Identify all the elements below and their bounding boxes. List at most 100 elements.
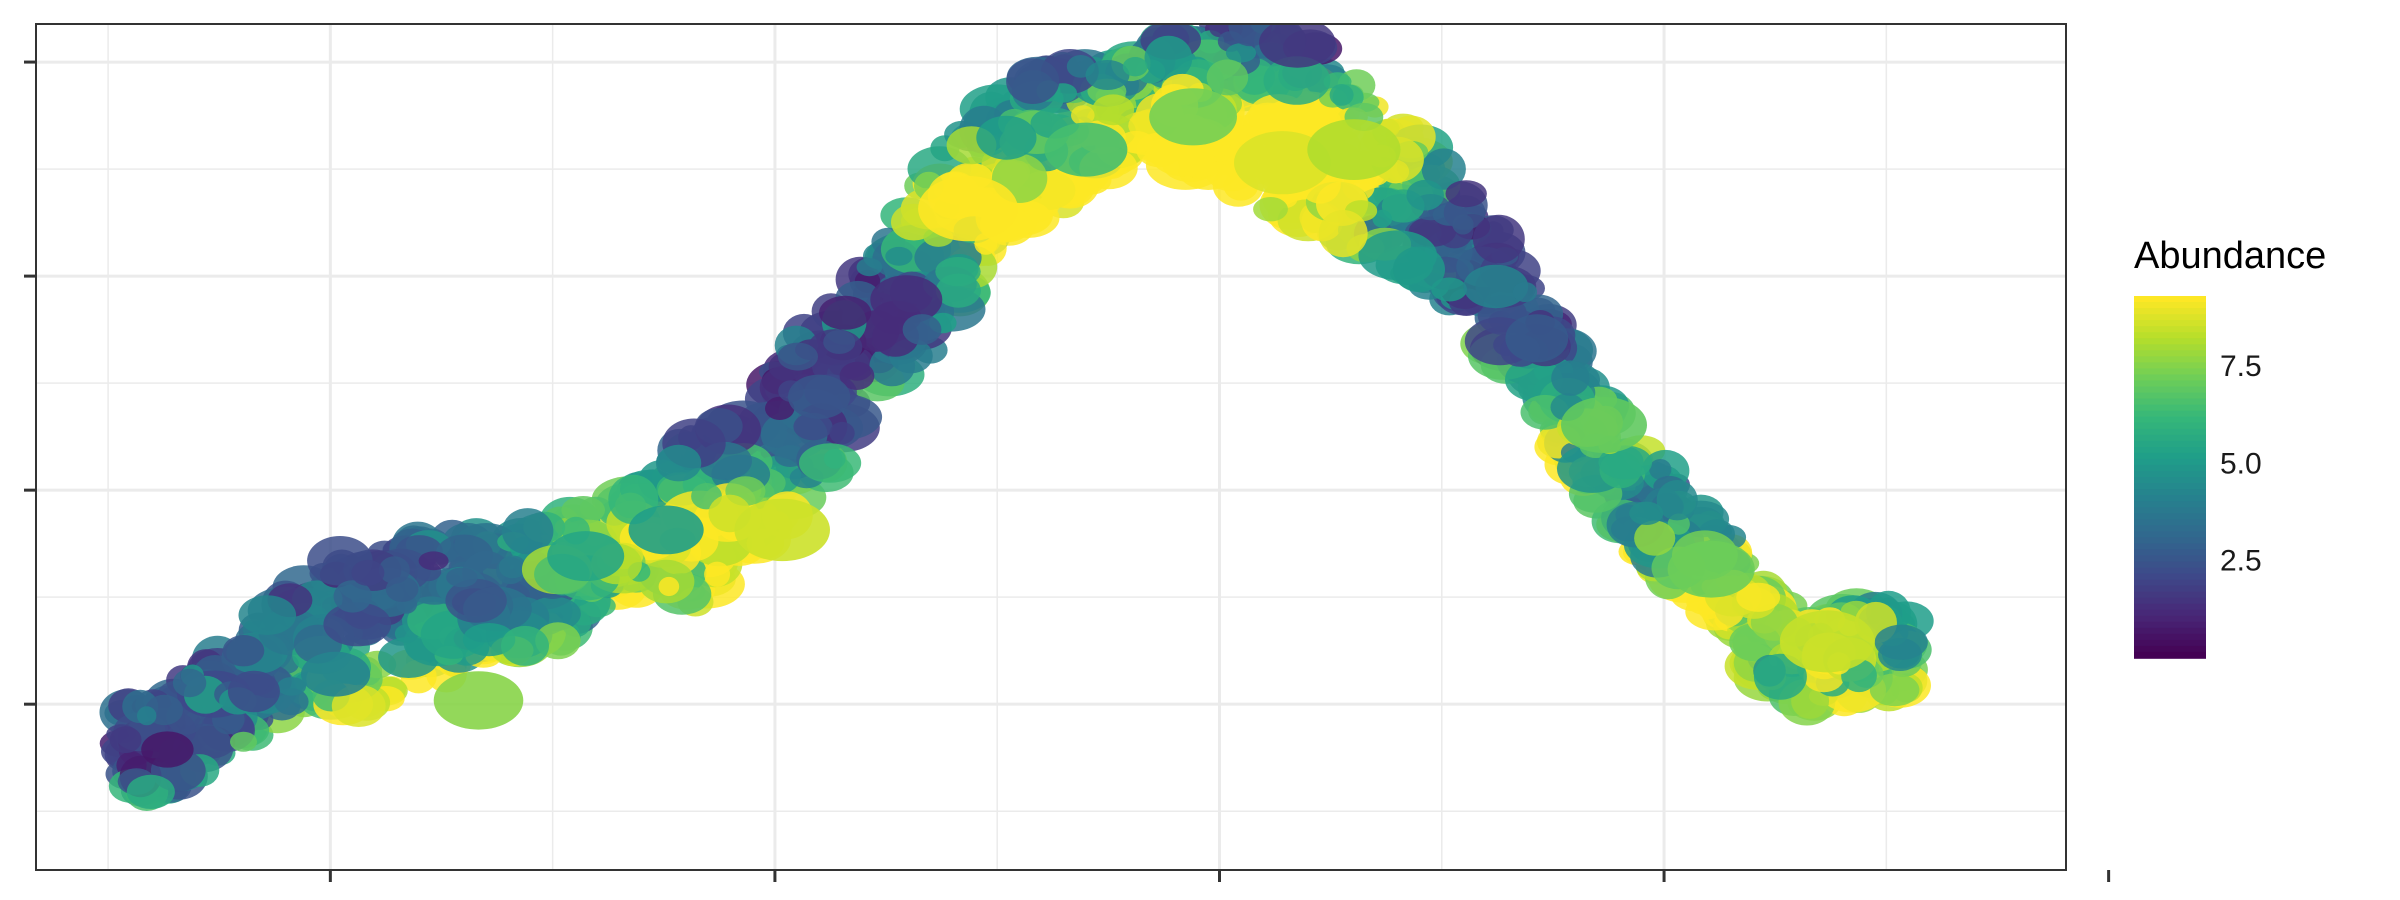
legend-color-strip (2134, 374, 2206, 382)
legend-color-strip (2134, 422, 2206, 430)
abundance-cell (1122, 56, 1148, 77)
legend-color-strip (2134, 464, 2206, 472)
legend-color-strip (2134, 555, 2206, 563)
legend-tick-label: 2.5 (2220, 545, 2262, 578)
abundance-cell (1512, 282, 1538, 302)
abundance-cell (1463, 264, 1529, 309)
abundance-cell (1421, 148, 1466, 190)
abundance-cell (823, 330, 856, 354)
legend-color-strip (2134, 645, 2206, 653)
legend-color-strip (2134, 507, 2206, 514)
panel-border (35, 23, 2067, 871)
abundance-hotspot (1561, 397, 1647, 453)
legend-color-strip (2134, 519, 2206, 527)
legend-color-strip (2134, 561, 2206, 569)
abundance-cell (1225, 43, 1257, 63)
legend-color-strip (2134, 440, 2206, 448)
legend-color-strip (2134, 609, 2206, 617)
abundance-cell (378, 556, 410, 584)
axis-ticks (24, 60, 2111, 882)
legend-color-strip (2134, 597, 2206, 605)
legend-color-strip (2134, 332, 2206, 340)
abundance-cell (976, 115, 1037, 160)
abundance-cell (1874, 624, 1928, 660)
abundance-cell (1406, 179, 1444, 211)
abundance-cell (172, 668, 207, 698)
abundance-cell (1092, 94, 1135, 126)
abundance-cell (1869, 673, 1920, 707)
legend-color-strip (2134, 404, 2206, 412)
legend-color-strip (2134, 621, 2206, 629)
abundance-cell (1656, 480, 1698, 521)
abundance-hotspot (734, 498, 830, 562)
legend-color-strip (2134, 296, 2206, 303)
abundance-cell (501, 625, 549, 666)
legend-color-strip (2134, 627, 2206, 635)
abundance-cell (1505, 314, 1569, 363)
legend: Abundance 7.5 5.0 2.5 (2134, 235, 2326, 659)
abundance-hotspot (628, 505, 704, 555)
abundance-cell (1259, 24, 1336, 68)
abundance-cell (856, 258, 883, 277)
legend-color-strip (2134, 344, 2206, 352)
abundance-cell (1452, 214, 1474, 235)
abundance-cell (1551, 360, 1590, 396)
abundance-cell (378, 637, 440, 678)
legend-color-strip (2134, 350, 2206, 358)
legend-color-strip (2134, 458, 2206, 466)
abundance-cell (793, 412, 833, 441)
legend-color-strip (2134, 320, 2206, 327)
abundance-hotspot (918, 176, 1018, 242)
abundance-cell (655, 444, 702, 482)
legend-color-strip (2134, 573, 2206, 581)
abundance-hotspot (433, 671, 524, 730)
abundance-cell (1736, 582, 1781, 612)
abundance-cell (1253, 197, 1288, 222)
legend-color-strip (2134, 308, 2206, 315)
abundance-cell (885, 246, 913, 266)
abundance-cell (704, 561, 731, 587)
abundance-cell (1753, 653, 1807, 700)
legend-color-strip (2134, 591, 2206, 599)
abundance-cell (823, 448, 846, 469)
abundance-cell (274, 688, 309, 716)
abundance-cell (498, 555, 527, 579)
abundance-hotspot (1234, 131, 1331, 195)
abundance-cell (230, 731, 257, 752)
abundance-cell (870, 275, 943, 324)
abundance-hotspot (1149, 88, 1237, 146)
abundance-hotspot (1667, 540, 1755, 598)
legend-color-strip (2134, 531, 2206, 539)
legend-color-strip (2134, 380, 2206, 388)
legend-color-strip (2134, 410, 2206, 418)
abundance-cell (445, 578, 507, 623)
abundance-cell (323, 602, 392, 647)
abundance-field (99, 24, 1934, 811)
abundance-hotspot (1044, 122, 1128, 177)
abundance-cell (1263, 56, 1331, 105)
abundance-cell (1206, 59, 1249, 96)
abundance-cell (819, 295, 872, 330)
abundance-cell (1634, 520, 1676, 556)
abundance-hotspot (547, 531, 625, 582)
legend-color-strip (2134, 338, 2206, 346)
abundance-cell (126, 774, 175, 810)
legend-color-strip (2134, 362, 2206, 370)
legend-tick-label: 5.0 (2220, 447, 2262, 480)
abundance-cell (1071, 105, 1095, 126)
abundance-cell (502, 508, 554, 555)
legend-color-strip (2134, 567, 2206, 575)
legend-color-strip (2134, 428, 2206, 436)
abundance-cell (1372, 209, 1393, 228)
legend-color-strip (2134, 501, 2206, 508)
abundance-cell (1629, 501, 1664, 525)
legend-color-strip (2134, 386, 2206, 394)
legend-color-strip (2134, 392, 2206, 400)
legend-color-strip (2134, 483, 2206, 490)
legend-color-strip (2134, 368, 2206, 376)
legend-color-strip (2134, 495, 2206, 502)
legend-color-strip (2134, 489, 2206, 496)
legend-color-strip (2134, 549, 2206, 557)
abundance-hotspot (301, 651, 371, 697)
